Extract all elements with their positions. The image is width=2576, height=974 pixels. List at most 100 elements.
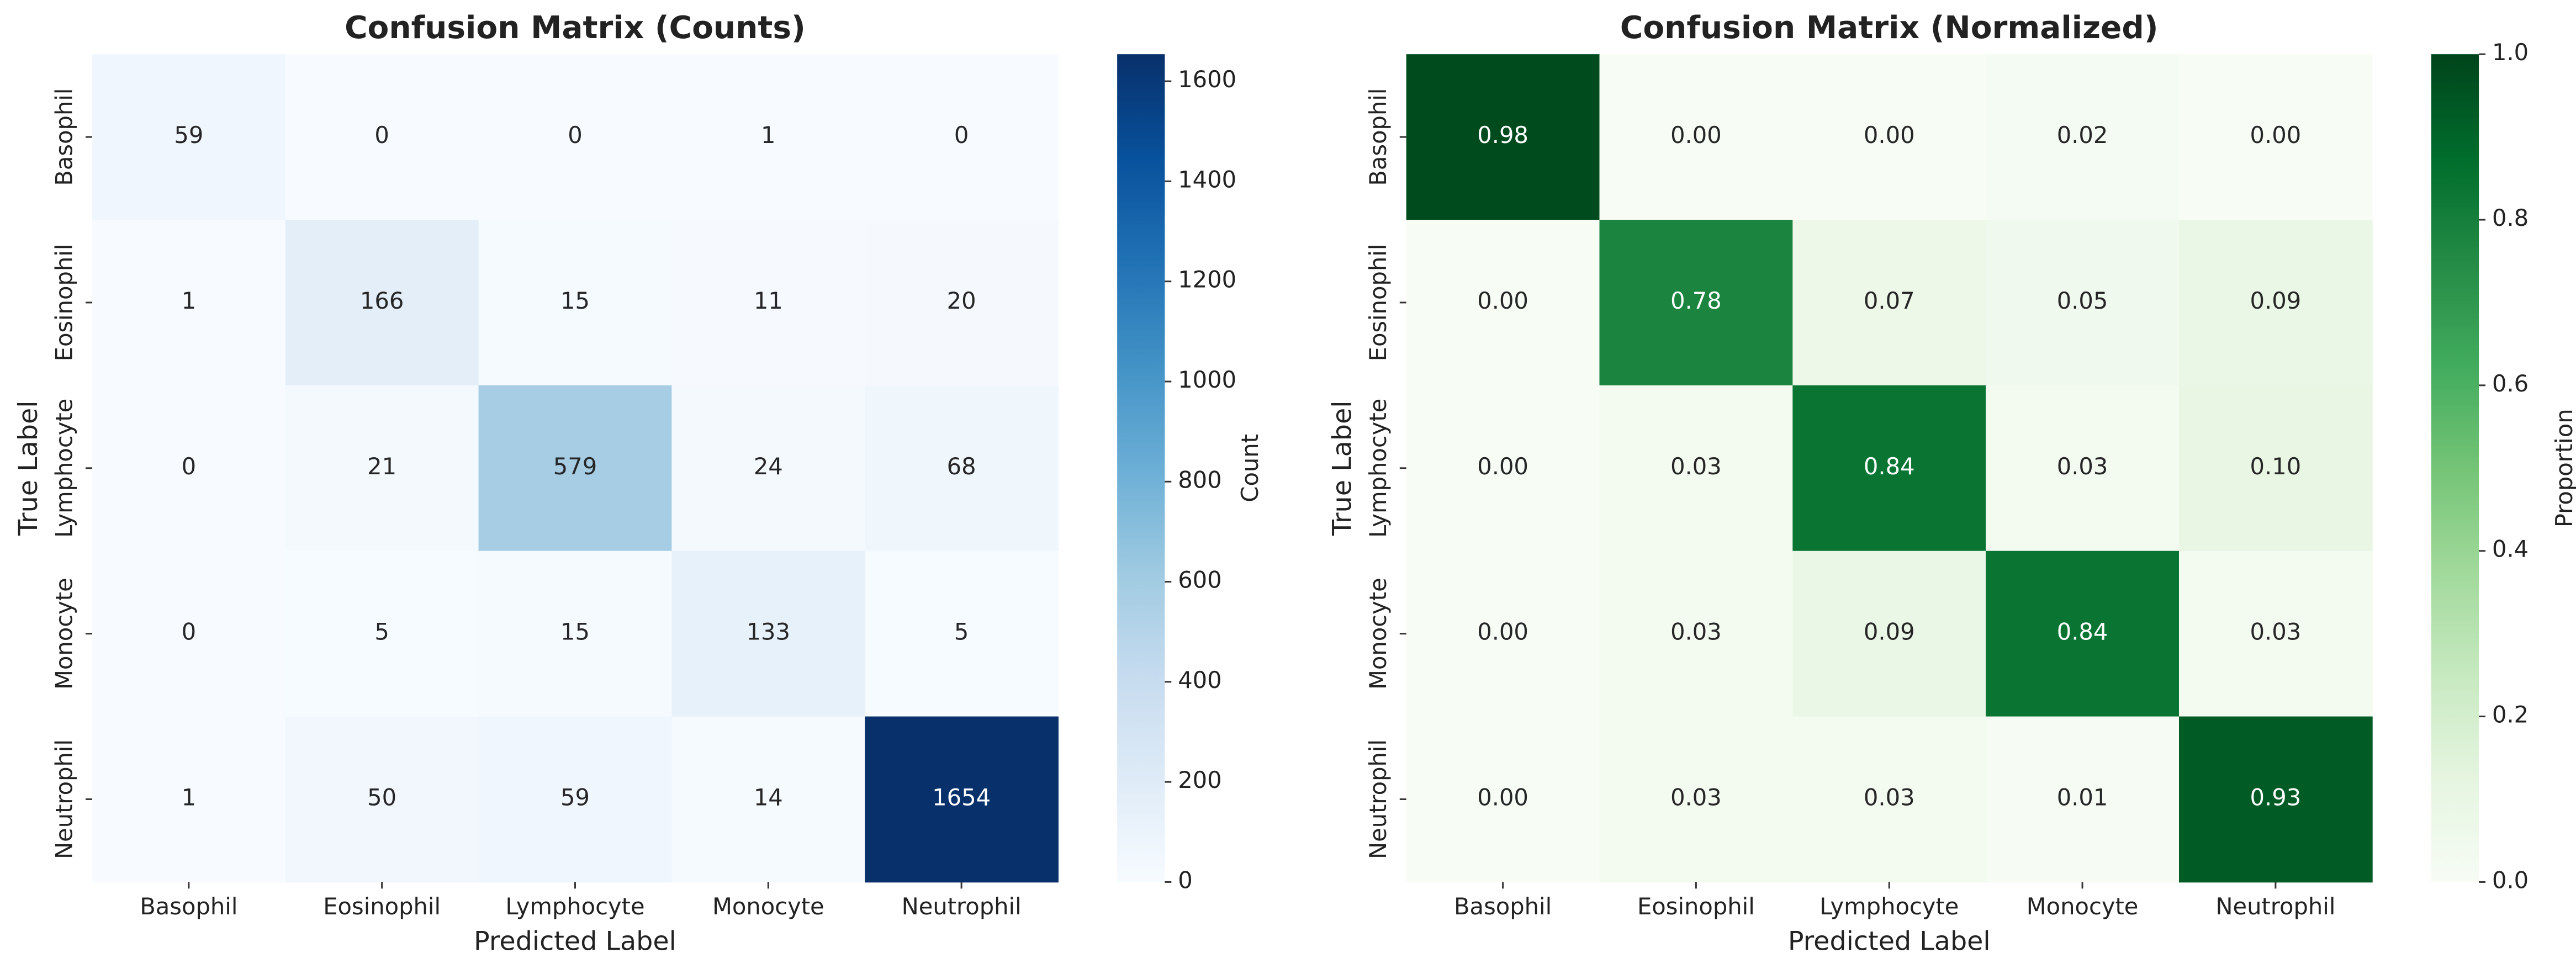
cell — [92, 54, 286, 220]
cell — [478, 220, 673, 386]
colorbar-tick-label: 400 — [1178, 666, 1221, 694]
cell-label: 0.02 — [2057, 121, 2108, 149]
cell-label: 0.00 — [1477, 453, 1528, 480]
colorbar — [1117, 54, 1165, 882]
y-tick-label: Lymphocyte — [1364, 399, 1392, 538]
x-axis-label: Predicted Label — [474, 926, 676, 956]
cell — [1406, 716, 1600, 883]
cell-label: 0 — [954, 121, 969, 149]
x-tick-label: Lymphocyte — [1819, 893, 1959, 920]
cell-label: 0.00 — [1864, 121, 1915, 149]
cell-label: 59 — [560, 784, 590, 811]
cell — [671, 220, 866, 386]
y-axis-label: True Label — [13, 401, 44, 537]
cell-label: 0.00 — [1477, 784, 1528, 811]
colorbar-tick-label: 1.0 — [2492, 39, 2529, 66]
cell-label: 15 — [560, 287, 590, 314]
cell — [285, 385, 479, 552]
cell-label: 5 — [954, 618, 969, 645]
cell — [1406, 550, 1600, 717]
y-tick-label: Monocyte — [50, 578, 77, 690]
y-tick-label: Neutrophil — [50, 739, 77, 859]
colorbar-tick-label: 200 — [1178, 766, 1221, 793]
cell — [92, 550, 286, 717]
cell-label: 20 — [947, 287, 976, 314]
cell — [1599, 550, 1794, 717]
cell — [1406, 54, 1600, 220]
cell-label: 579 — [553, 453, 597, 480]
cell-label: 0.09 — [2250, 287, 2302, 314]
cell-label: 11 — [754, 287, 783, 314]
x-tick-label: Eosinophil — [323, 893, 441, 920]
x-tick-label: Neutrophil — [902, 893, 1022, 920]
x-tick-label: Lymphocyte — [505, 893, 644, 920]
cell-label: 0.84 — [1864, 453, 1915, 480]
cell — [1792, 220, 1987, 386]
colorbar-tick-label: 0 — [1178, 866, 1192, 893]
cell-label: 24 — [754, 453, 783, 480]
x-tick-label: Monocyte — [2027, 893, 2139, 920]
cell — [1792, 54, 1987, 220]
cell — [2178, 54, 2373, 220]
cell — [865, 550, 1059, 717]
cell — [671, 54, 866, 220]
chart-title: Confusion Matrix (Normalized) — [1620, 10, 2159, 46]
cell — [2178, 716, 2373, 883]
cell-label: 0 — [182, 618, 196, 645]
cell — [865, 385, 1059, 552]
colorbar-tick-label: 1200 — [1178, 266, 1236, 293]
cell — [2178, 550, 2373, 717]
cell-label: 0.01 — [2057, 784, 2108, 811]
cell — [671, 716, 866, 883]
cell-label: 0.00 — [1670, 121, 1722, 149]
cell-label: 0.10 — [2250, 453, 2302, 480]
cell — [478, 550, 673, 717]
cell-label: 0.05 — [2057, 287, 2108, 314]
cell-label: 0.03 — [1864, 784, 1915, 811]
y-tick-label: Eosinophil — [1364, 244, 1392, 362]
cell-label: 50 — [367, 784, 396, 811]
cell-label: 5 — [374, 618, 389, 645]
cell-label: 0.09 — [1864, 618, 1915, 645]
cell — [1792, 385, 1987, 552]
colorbar-tick-label: 0.0 — [2492, 866, 2529, 893]
y-tick-label: Neutrophil — [1364, 739, 1392, 859]
cell — [1986, 220, 2180, 386]
colorbar-label: Count — [1236, 434, 1263, 502]
cell-label: 166 — [360, 287, 404, 314]
x-tick-label: Basophil — [1454, 893, 1552, 920]
colorbar — [2431, 54, 2479, 882]
cell-label: 21 — [367, 453, 396, 480]
cell-label: 59 — [174, 121, 203, 149]
colorbar-tick-label: 1400 — [1178, 166, 1236, 193]
cell — [671, 385, 866, 552]
cell — [92, 385, 286, 552]
cell-label: 0.00 — [1477, 618, 1528, 645]
cell-label: 0.03 — [1670, 453, 1722, 480]
cell — [1986, 54, 2180, 220]
y-axis-label: True Label — [1327, 401, 1358, 537]
cell-label: 68 — [947, 453, 976, 480]
colorbar-tick-label: 0.4 — [2492, 536, 2529, 563]
colorbar-tick-label: 0.8 — [2492, 204, 2529, 231]
cell-label: 0.03 — [2250, 618, 2302, 645]
x-tick-label: Monocyte — [712, 893, 824, 920]
cell — [1599, 385, 1794, 552]
cell — [671, 550, 866, 717]
colorbar-tick-label: 0.6 — [2492, 370, 2529, 397]
cell — [1599, 220, 1794, 386]
cell — [2178, 220, 2373, 386]
cell-label: 0.03 — [1670, 618, 1722, 645]
y-tick-label: Eosinophil — [50, 244, 77, 362]
cell-label: 0.07 — [1864, 287, 1915, 314]
cell-label: 1654 — [932, 784, 991, 811]
y-tick-label: Basophil — [50, 88, 77, 186]
colorbar-label: Proportion — [2551, 409, 2576, 527]
cell-label: 0 — [182, 453, 196, 480]
cell — [1792, 550, 1987, 717]
cell — [865, 716, 1059, 883]
cell — [1599, 716, 1794, 883]
cell — [1986, 385, 2180, 552]
colorbar-tick-label: 1000 — [1178, 366, 1236, 393]
